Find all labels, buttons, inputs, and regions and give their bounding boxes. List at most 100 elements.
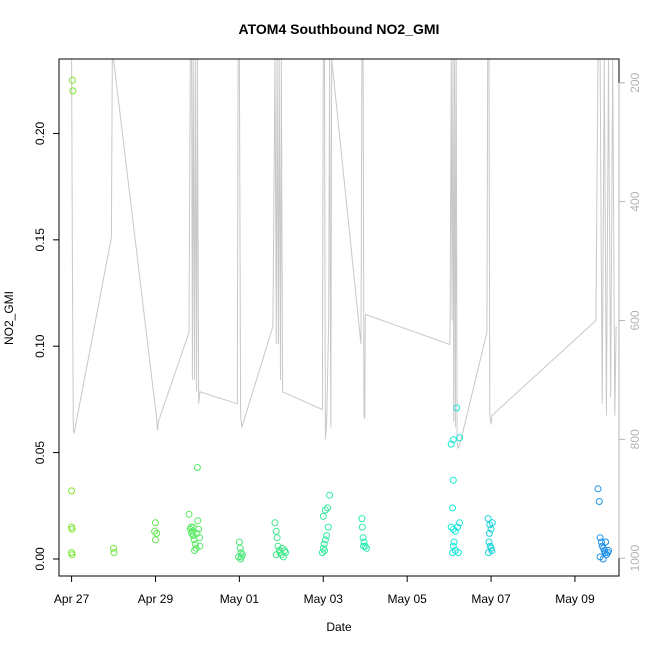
- data-point: [360, 538, 368, 546]
- data-point: [237, 555, 245, 563]
- data-point: [456, 519, 464, 527]
- data-point: [487, 525, 495, 533]
- data-point: [272, 551, 280, 559]
- data-point: [321, 506, 329, 514]
- pressure-trace-layer: [71, 58, 617, 450]
- data-point: [191, 547, 198, 554]
- data-point: [324, 504, 331, 512]
- data-point: [153, 529, 161, 537]
- data-point: [274, 542, 282, 550]
- data-point: [594, 485, 602, 493]
- data-point: [273, 534, 281, 542]
- data-point: [323, 532, 331, 540]
- data-point: [152, 519, 159, 527]
- data-point: [485, 529, 493, 537]
- data-point: [319, 512, 327, 520]
- x-tick-label: Apr 27: [54, 592, 90, 606]
- x-tick-label: Apr 29: [138, 592, 174, 606]
- data-point: [488, 519, 496, 527]
- data-point: [318, 549, 326, 557]
- data-point: [189, 532, 197, 540]
- data-point: [68, 551, 76, 559]
- x-axis: Apr 27 Apr 29 May 01 May 03 May 05 May 07 May …: [54, 575, 595, 606]
- data-point: [358, 515, 366, 523]
- data-point: [453, 404, 461, 412]
- data-point: [277, 551, 285, 559]
- x-tick-label: May 07: [471, 592, 511, 606]
- data-point: [447, 440, 455, 448]
- pressure-trace-line: [71, 58, 617, 450]
- y-tick-label: 0.00: [33, 547, 47, 571]
- data-point: [110, 544, 117, 552]
- data-point: [595, 498, 603, 505]
- y-tick-label: 0.05: [33, 441, 47, 465]
- chart-title: ATOM4 Southbound NO2_GMI: [239, 21, 440, 37]
- data-point: [68, 487, 76, 495]
- data-point: [279, 553, 287, 561]
- data-point: [196, 534, 203, 542]
- x-tick-label: May 09: [555, 592, 595, 606]
- data-point: [151, 527, 159, 535]
- data-point: [68, 525, 76, 533]
- data-point: [451, 527, 459, 535]
- data-point: [456, 434, 464, 442]
- y-tick-label: 0.15: [33, 228, 47, 252]
- data-point: [454, 523, 461, 531]
- data-point: [454, 549, 462, 557]
- data-point: [321, 547, 328, 554]
- data-point: [485, 538, 493, 546]
- y2-tick-label: 400: [628, 191, 642, 211]
- y-tick-label: 0.20: [33, 121, 47, 145]
- data-point: [488, 547, 496, 554]
- y2-tick-label: 200: [628, 72, 642, 92]
- data-point: [238, 551, 246, 559]
- data-point: [597, 538, 605, 546]
- data-point: [449, 504, 456, 512]
- y-tick-label: 0.10: [33, 334, 47, 358]
- y-axis: 0.00 0.05 0.10 0.15 0.20: [33, 121, 60, 571]
- data-point: [324, 523, 332, 531]
- data-point: [599, 555, 607, 563]
- data-point: [321, 536, 329, 544]
- data-point: [326, 491, 334, 499]
- data-point: [596, 534, 604, 542]
- data-point: [188, 529, 196, 537]
- data-point: [271, 519, 279, 527]
- data-point: [360, 542, 367, 550]
- data-point: [68, 76, 76, 84]
- y-axis-label: NO2_GMI: [2, 291, 16, 345]
- data-point: [282, 549, 289, 557]
- data-point: [236, 544, 244, 552]
- data-point: [359, 534, 367, 542]
- data-point: [189, 523, 197, 531]
- x-tick-label: May 01: [220, 592, 260, 606]
- data-point: [69, 87, 77, 95]
- x-tick-label: May 05: [387, 592, 427, 606]
- x-axis-label: Date: [326, 620, 352, 634]
- data-point: [602, 538, 610, 546]
- data-point: [235, 553, 242, 561]
- data-point: [605, 547, 612, 554]
- data-point: [449, 476, 457, 484]
- data-point: [193, 464, 201, 471]
- data-point: [194, 517, 202, 525]
- data-point: [196, 542, 204, 550]
- y2-tick-label: 600: [628, 310, 642, 330]
- data-point: [272, 527, 280, 535]
- data-point: [449, 436, 457, 444]
- data-point: [449, 525, 457, 533]
- data-points-layer: [68, 76, 612, 563]
- data-point: [110, 549, 118, 557]
- data-point: [484, 515, 492, 523]
- x-tick-label: May 03: [304, 592, 344, 606]
- plot-area-frame: [58, 58, 620, 577]
- data-point: [485, 549, 492, 557]
- y2-tick-label: 800: [628, 429, 642, 449]
- y2-tick-label: 1000: [628, 545, 642, 572]
- data-point: [450, 538, 458, 546]
- data-point: [185, 510, 193, 518]
- y2-axis: 200 400 600 800 1000: [618, 72, 642, 572]
- data-point: [358, 523, 366, 531]
- data-point: [235, 538, 243, 546]
